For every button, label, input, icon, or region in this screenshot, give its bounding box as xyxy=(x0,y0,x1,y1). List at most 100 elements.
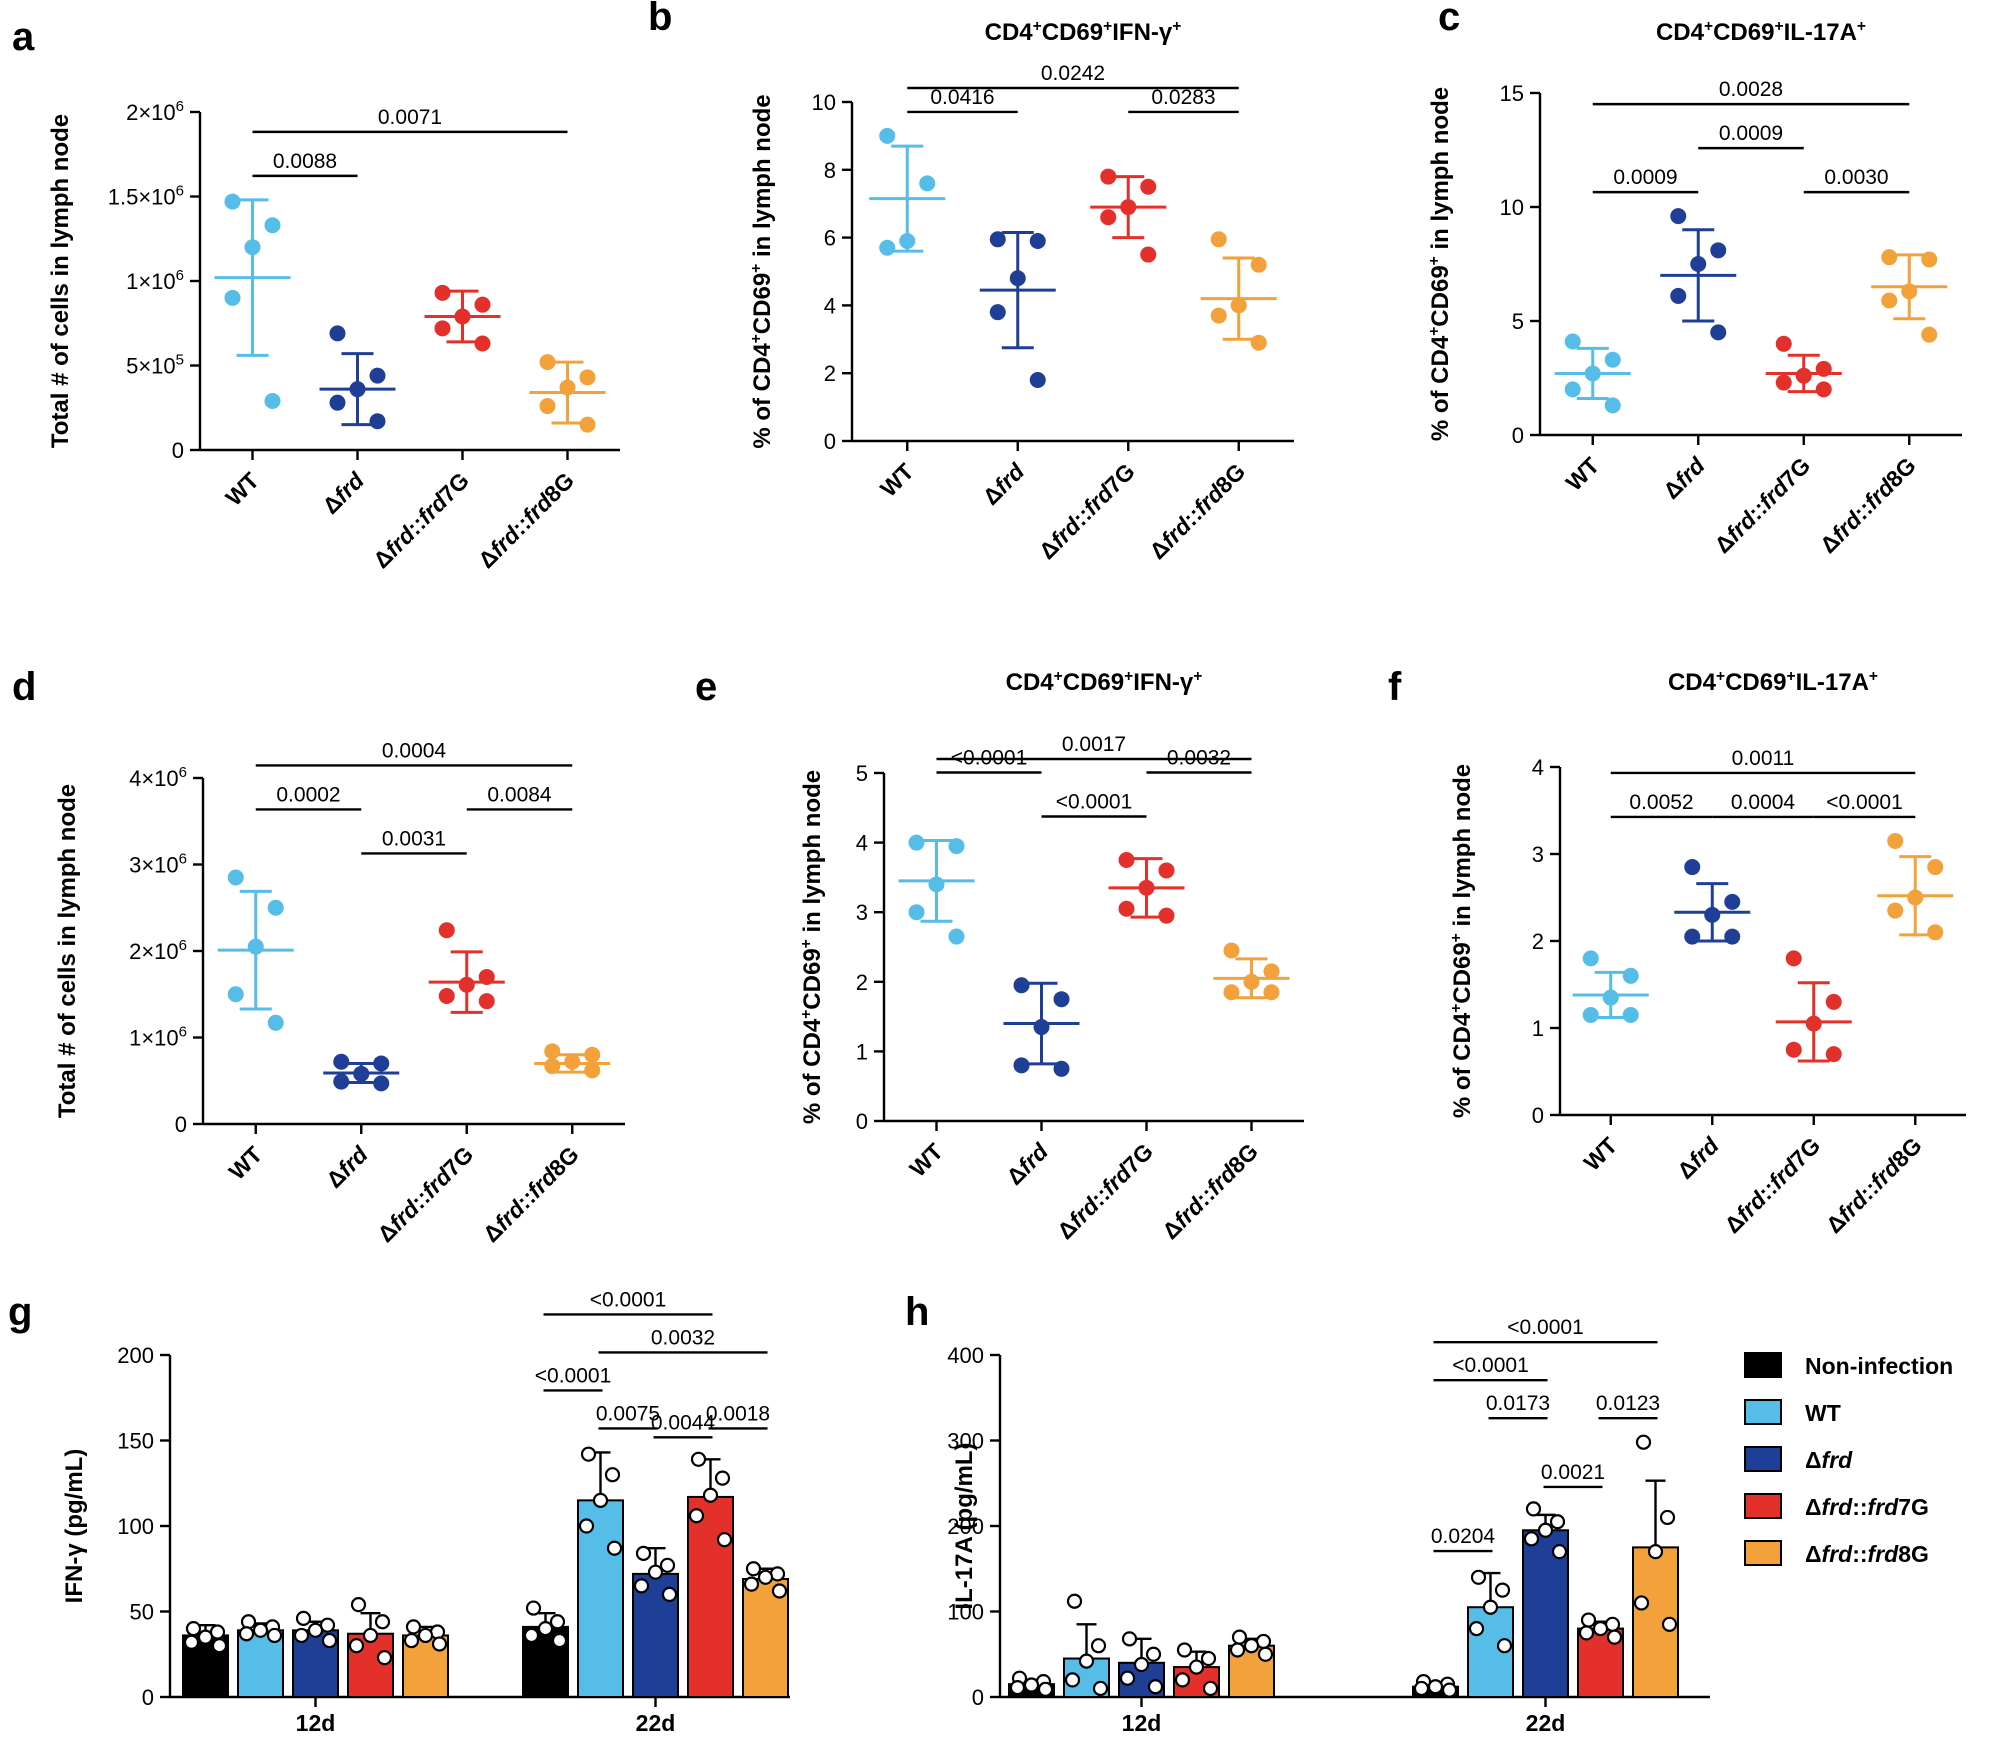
y-tick-label: 0 xyxy=(175,1112,187,1137)
p-value-label: 0.0021 xyxy=(1541,1461,1605,1484)
data-point xyxy=(1927,924,1944,941)
legend-swatch xyxy=(1744,1540,1782,1566)
p-value-label: 0.0028 xyxy=(1719,78,1783,101)
y-tick-label: 8 xyxy=(824,158,836,183)
legend-swatch xyxy=(1744,1446,1782,1472)
x-category-label: WT xyxy=(1561,452,1605,496)
data-point xyxy=(1659,1509,1676,1526)
data-point xyxy=(1223,942,1240,959)
data-point xyxy=(252,1622,269,1638)
panel-e: e CD4+​CD69+​IFN-γ+​ 0 1 2 3 4 5 % of CD4+​CD69+… xyxy=(695,665,1304,1244)
y-tick-label: 150 xyxy=(117,1429,154,1454)
data-point xyxy=(376,1650,393,1666)
bar-group-1-1 xyxy=(577,1446,624,1698)
data-point xyxy=(1009,270,1026,287)
x-category-label: WT xyxy=(224,1141,268,1185)
data-point xyxy=(349,381,366,398)
data-point xyxy=(1724,893,1741,910)
data-point xyxy=(1231,1629,1248,1645)
data-point xyxy=(1263,963,1280,980)
data-point xyxy=(474,335,491,352)
x-category-label: Δfrd xyxy=(317,466,369,518)
data-point xyxy=(879,127,896,144)
panel-label: f xyxy=(1388,665,1402,709)
data-point xyxy=(1140,246,1157,263)
data-point xyxy=(1604,397,1621,414)
data-point xyxy=(1775,374,1792,391)
data-point xyxy=(247,938,264,955)
x-category-label: WT xyxy=(1579,1132,1623,1176)
x-category-label: Δfrd::frd8G xyxy=(1144,458,1250,564)
panel-label: b xyxy=(648,0,672,39)
data-point xyxy=(244,239,261,256)
y-tick-label: 5 xyxy=(1512,309,1524,334)
p-value-label: 0.0204 xyxy=(1431,1525,1496,1548)
legend-label: Δfrd xyxy=(1805,1447,1853,1473)
data-point xyxy=(1633,1595,1650,1611)
data-point xyxy=(908,834,925,851)
data-point xyxy=(369,413,386,430)
data-point xyxy=(1013,1057,1030,1074)
data-point xyxy=(1210,307,1227,324)
data-point xyxy=(579,369,596,386)
data-point xyxy=(1140,178,1157,195)
data-point xyxy=(1704,906,1721,923)
bar-group-1-0 xyxy=(522,1600,569,1699)
data-point xyxy=(227,986,244,1003)
y-tick-label: 1 xyxy=(1532,1016,1544,1041)
data-point xyxy=(771,1583,788,1599)
data-point xyxy=(659,1557,676,1573)
y-tick-label: 300 xyxy=(947,1429,984,1454)
p-value-label: 0.0084 xyxy=(487,783,552,806)
data-point xyxy=(1584,365,1601,382)
data-point xyxy=(690,1451,707,1467)
p-value-label: 0.0009 xyxy=(1719,122,1783,145)
data-point xyxy=(688,1508,705,1524)
data-point xyxy=(405,1619,422,1635)
y-tick-label: 0 xyxy=(172,438,184,463)
bar-group-1-0 xyxy=(1412,1674,1459,1698)
data-point xyxy=(1537,1522,1554,1538)
series-3 xyxy=(529,354,606,433)
series-2 xyxy=(1765,335,1842,398)
data-point xyxy=(523,1627,540,1644)
data-point xyxy=(1078,1653,1095,1669)
data-point xyxy=(1229,1642,1246,1658)
data-point xyxy=(1482,1599,1499,1615)
data-point xyxy=(1470,1569,1487,1585)
series-0 xyxy=(1554,333,1631,414)
data-point xyxy=(1145,1646,1162,1662)
x-category-label: Δfrd::frd8G xyxy=(473,467,579,573)
data-point xyxy=(539,354,556,371)
data-point xyxy=(1100,168,1117,185)
panel-c: c CD4+​CD69+​IL-17A+​ 0 5 10 15 % of CD4+​CD69… xyxy=(1426,0,1962,558)
data-point xyxy=(1684,928,1701,945)
data-point xyxy=(211,1638,228,1654)
data-point xyxy=(362,1627,379,1644)
x-category-label: Δfrd xyxy=(1672,1131,1724,1183)
y-tick-label: 0 xyxy=(1532,1103,1544,1128)
data-point xyxy=(948,928,965,945)
p-value-label: 0.0004 xyxy=(382,739,447,762)
data-point xyxy=(584,1062,601,1079)
y-tick-label: 5 xyxy=(856,761,868,786)
p-value-label: 0.0030 xyxy=(1824,166,1888,189)
data-point xyxy=(353,1065,370,1082)
data-point xyxy=(1200,1650,1217,1667)
series-3 xyxy=(534,1043,611,1079)
data-point xyxy=(1785,950,1802,967)
bar-group-1-4 xyxy=(742,1561,789,1699)
data-point xyxy=(224,193,241,210)
data-point xyxy=(539,398,556,415)
x-category-label: WT xyxy=(904,1138,948,1182)
data-point xyxy=(1174,1672,1191,1688)
bar-group-1-3 xyxy=(687,1451,734,1699)
y-axis-label: IL-17A (pg/mL) xyxy=(951,1442,978,1609)
panel-g: g 0 50 100 150 200 IFN-γ (pg/mL) 12d 22d <0.0001 0… xyxy=(8,1288,790,1736)
y-tick-label: 2×106 xyxy=(126,98,184,125)
p-value-label: <0.0001 xyxy=(535,1364,612,1387)
data-point xyxy=(1009,1679,1026,1696)
data-point xyxy=(458,976,475,993)
data-point xyxy=(1564,381,1581,398)
y-tick-label: 6 xyxy=(824,226,836,251)
